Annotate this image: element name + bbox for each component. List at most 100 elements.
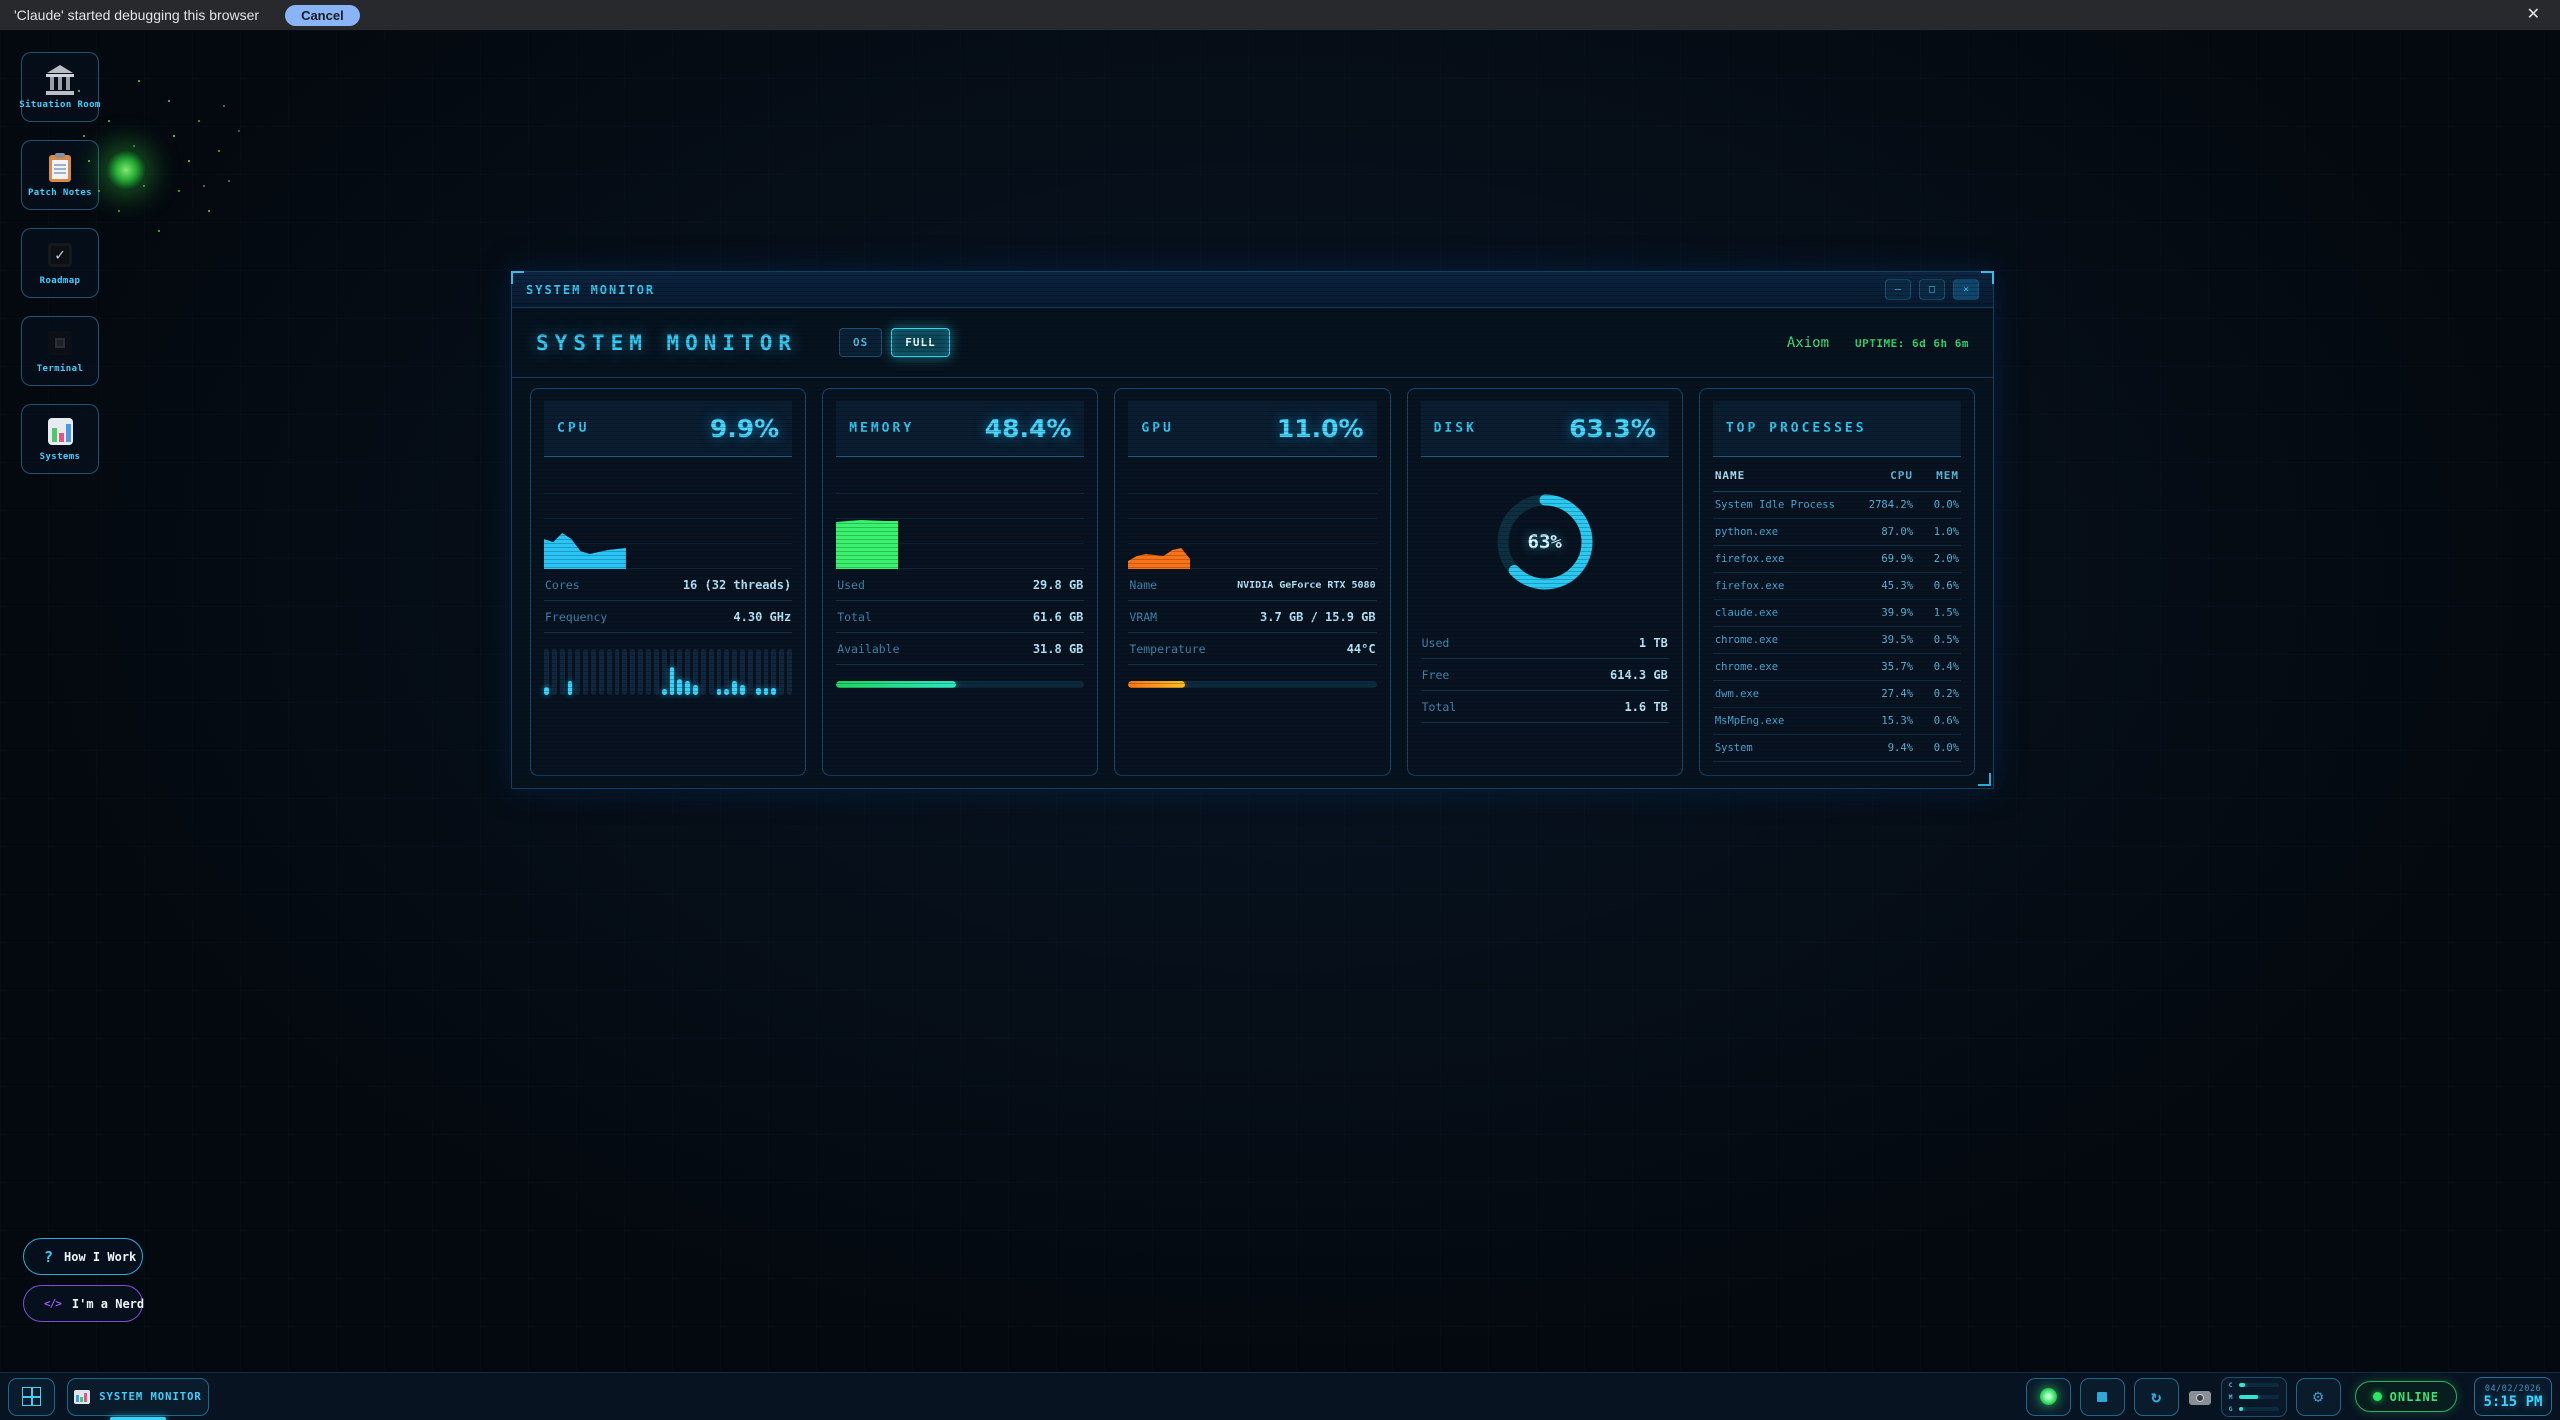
gpu-name-row: Name NVIDIA GeForce RTX 5080: [1128, 569, 1377, 601]
tab-os[interactable]: OS: [839, 328, 883, 357]
desktop-icon-situation-room[interactable]: Situation Room: [19, 52, 100, 122]
cpu-cores-row: Cores 16 (32 threads): [544, 569, 793, 601]
active-task-indicator: [110, 1416, 166, 1420]
window-title: SYSTEM MONITOR: [526, 282, 656, 297]
desktop-icon-roadmap[interactable]: ✓ Roadmap: [21, 228, 99, 298]
close-button[interactable]: ✕: [1953, 279, 1979, 300]
icon-label: Roadmap: [39, 275, 81, 286]
desktop-icon-patch-notes[interactable]: Patch Notes: [21, 140, 99, 210]
tray-gpu-meter: [2238, 1406, 2244, 1411]
online-status-badge[interactable]: ONLINE: [2354, 1381, 2457, 1412]
processes-card-header: TOP PROCESSES: [1712, 401, 1962, 457]
table-row: System 9.4% 0.0%: [1712, 735, 1962, 762]
gpu-vram-row: VRAM 3.7 GB / 15.9 GB: [1128, 601, 1377, 633]
processes-title: TOP PROCESSES: [1725, 421, 1867, 436]
table-row: dwm.exe 27.4% 0.2%: [1712, 681, 1962, 708]
table-row: python.exe 87.0% 1.0%: [1712, 519, 1962, 546]
icon-label: Patch Notes: [27, 187, 92, 198]
clock-date: 04/02/2026: [2484, 1383, 2542, 1394]
cancel-button[interactable]: Cancel: [285, 4, 360, 26]
disk-card: DISK 63.3% 63% Used 1 TB Free 614.3 GB: [1406, 388, 1683, 776]
cpu-percent: 9.9%: [709, 414, 780, 443]
online-dot-icon: [2372, 1392, 2382, 1401]
stop-button[interactable]: [2079, 1377, 2125, 1416]
memory-percent: 48.4%: [984, 414, 1072, 443]
clock-time: 5:15 PM: [2483, 1393, 2543, 1410]
system-monitor-window: SYSTEM MONITOR – □ ✕ SYSTEM MONITOR OS F…: [511, 271, 1994, 789]
monitor-header: SYSTEM MONITOR OS FULL Axiom UPTIME: 6d …: [512, 308, 1993, 378]
disk-percent: 63.3%: [1569, 414, 1656, 443]
app-grid-icon: [22, 1387, 41, 1406]
desktop-icon-column: Situation Room Patch Notes ✓ Roadmap Ter…: [19, 52, 100, 474]
uptime-label: UPTIME: 6d 6h 6m: [1855, 336, 1969, 350]
gpu-card-header: GPU 11.0%: [1128, 401, 1377, 457]
settings-button[interactable]: ⚙: [2295, 1377, 2341, 1416]
icon-label: Terminal: [36, 363, 84, 374]
how-i-work-button[interactable]: ? How I Work: [23, 1238, 143, 1275]
disk-used-row: Used 1 TB: [1420, 627, 1669, 659]
checkbox-icon: ✓: [44, 241, 76, 271]
desktop-icon-terminal[interactable]: Terminal: [21, 316, 99, 386]
close-icon[interactable]: ✕: [2526, 6, 2540, 23]
bar-chart-icon: [74, 1389, 91, 1404]
resize-handle[interactable]: [1978, 773, 1991, 786]
table-row: chrome.exe 39.5% 0.5%: [1712, 627, 1962, 654]
memory-progress: [836, 681, 1085, 688]
screenshot-button[interactable]: [2188, 1378, 2212, 1416]
window-controls: – □ ✕: [1885, 279, 1979, 300]
how-i-work-label: How I Work: [64, 1249, 137, 1264]
tray-resource-meters[interactable]: C M G: [2220, 1376, 2287, 1417]
stop-icon: [2097, 1391, 2108, 1402]
debug-bar: 'Claude' started debugging this browser …: [0, 0, 2560, 30]
desktop-icon-systems[interactable]: Systems: [21, 404, 99, 474]
record-button[interactable]: [2025, 1377, 2071, 1416]
gpu-sparkline: [1128, 469, 1377, 569]
disk-donut: 63%: [1421, 457, 1669, 627]
im-a-nerd-label: I'm a Nerd: [71, 1296, 145, 1311]
particle-sphere-effect: [78, 90, 258, 270]
gpu-temperature-row: Temperature 44°C: [1128, 633, 1377, 665]
corner-bracket: [1981, 271, 1994, 284]
gpu-card: GPU 11.0% Name NVIDIA GeForce RTX 5080 V…: [1114, 388, 1391, 776]
disk-donut-label: 63%: [1527, 531, 1562, 553]
table-row: chrome.exe 35.7% 0.4%: [1712, 654, 1962, 681]
taskbar-clock[interactable]: 04/02/2026 5:15 PM: [2474, 1377, 2552, 1416]
minimize-button[interactable]: –: [1885, 279, 1911, 300]
page-title: SYSTEM MONITOR: [536, 330, 798, 355]
processes-card: TOP PROCESSES NAME CPU MEM System Idle P…: [1698, 388, 1976, 776]
disk-title: DISK: [1433, 421, 1477, 436]
header-status: Axiom UPTIME: 6d 6h 6m: [1787, 335, 1969, 351]
process-table-header: NAME CPU MEM: [1712, 457, 1962, 492]
start-button[interactable]: [8, 1377, 55, 1416]
table-row: System Idle Process 2784.2% 0.0%: [1712, 492, 1962, 519]
taskbar: SYSTEM MONITOR ↻ C M G ⚙ ONLINE 04/02/20…: [0, 1372, 2560, 1420]
taskbar-item-system-monitor[interactable]: SYSTEM MONITOR: [67, 1377, 209, 1420]
host-name: Axiom: [1786, 334, 1830, 351]
online-label: ONLINE: [2389, 1389, 2439, 1404]
question-icon: ?: [44, 1247, 54, 1266]
tab-full[interactable]: FULL: [891, 328, 950, 357]
icon-label: Systems: [39, 451, 81, 462]
memory-used-row: Used 29.8 GB: [836, 569, 1085, 601]
debug-message: 'Claude' started debugging this browser: [14, 7, 260, 23]
view-tabs: OS FULL: [839, 328, 950, 357]
desktop: Situation Room Patch Notes ✓ Roadmap Ter…: [0, 30, 2560, 1372]
maximize-button[interactable]: □: [1919, 279, 1945, 300]
memory-progress-fill: [836, 681, 957, 688]
refresh-icon: ↻: [2151, 1386, 2162, 1407]
bank-building-icon: [44, 64, 76, 95]
taskbar-item-label: SYSTEM MONITOR: [99, 1390, 202, 1403]
code-icon: </>: [44, 1297, 62, 1310]
window-titlebar[interactable]: SYSTEM MONITOR – □ ✕: [512, 272, 1993, 308]
disk-card-header: DISK 63.3%: [1420, 401, 1669, 457]
memory-card-header: MEMORY 48.4%: [836, 401, 1085, 457]
memory-sparkline: [836, 469, 1085, 569]
gpu-title: GPU: [1141, 421, 1174, 436]
im-a-nerd-button[interactable]: </> I'm a Nerd: [23, 1285, 145, 1322]
refresh-button[interactable]: ↻: [2133, 1377, 2179, 1416]
clipboard-icon: [44, 152, 76, 183]
tray-cpu-meter: [2238, 1382, 2246, 1387]
disk-total-row: Total 1.6 TB: [1420, 691, 1669, 723]
gpu-percent: 11.0%: [1276, 414, 1364, 443]
table-row: claude.exe 39.9% 1.5%: [1712, 600, 1962, 627]
